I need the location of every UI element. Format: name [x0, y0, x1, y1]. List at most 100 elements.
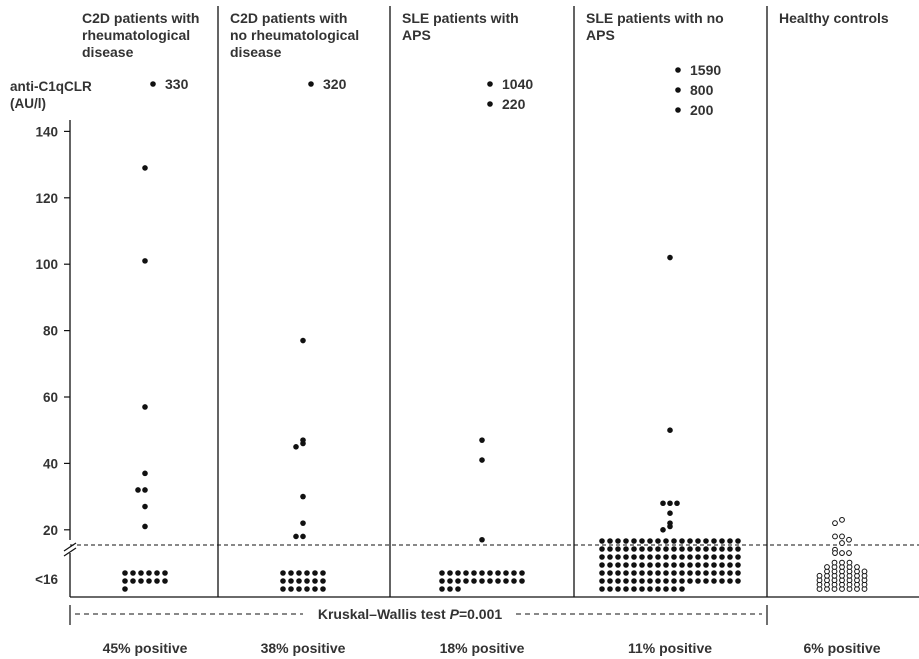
off-scale-value: 1590 [690, 62, 721, 78]
data-point [639, 554, 645, 560]
data-point [647, 586, 653, 592]
data-point [687, 554, 693, 560]
data-point [300, 520, 306, 526]
data-point [312, 578, 318, 584]
off-scale-value: 1040 [502, 76, 533, 92]
percent-positive-label: 11% positive [628, 640, 712, 656]
data-point [599, 562, 605, 568]
data-point [455, 578, 461, 584]
data-point [735, 538, 741, 544]
data-point [146, 578, 152, 584]
data-point [639, 538, 645, 544]
data-point [727, 546, 733, 552]
data-point [703, 578, 709, 584]
data-point [463, 570, 469, 576]
off-scale-values: 330 320 1040 220 1590 800 200 [165, 62, 721, 118]
data-point [623, 554, 629, 560]
data-point [599, 578, 605, 584]
data-point [471, 578, 477, 584]
data-point [839, 533, 845, 540]
data-point [735, 554, 741, 560]
data-point [599, 586, 605, 592]
data-point [679, 562, 685, 568]
data-point [639, 562, 645, 568]
data-point [615, 562, 621, 568]
data-point [280, 570, 286, 576]
data-point [142, 258, 148, 264]
y-axis-ticks: 140 120 100 80 60 40 20 <16 [35, 124, 70, 587]
data-point [639, 546, 645, 552]
data-point [647, 538, 653, 544]
data-point [831, 559, 838, 566]
data-point [667, 500, 673, 507]
off-scale-value: 220 [502, 96, 526, 112]
data-point [663, 562, 669, 568]
data-point [655, 586, 661, 592]
data-point [727, 578, 733, 584]
data-point [703, 562, 709, 568]
data-point [631, 554, 637, 560]
data-point [150, 81, 156, 87]
data-point [655, 562, 661, 568]
data-point [607, 538, 613, 544]
data-point [631, 578, 637, 584]
data-point [647, 578, 653, 584]
data-point [660, 527, 666, 533]
data-point [647, 562, 653, 568]
data-point [296, 570, 302, 576]
group-header: Healthy controls [779, 10, 889, 26]
data-point [639, 578, 645, 584]
data-point [607, 546, 613, 552]
data-point [280, 578, 286, 584]
data-point [655, 546, 661, 552]
y-tick-label: 20 [43, 523, 58, 538]
data-point [296, 578, 302, 584]
data-point [439, 578, 445, 584]
data-point [511, 570, 517, 576]
data-point [703, 538, 709, 544]
data-point [679, 570, 685, 576]
data-point [495, 578, 501, 584]
data-point [154, 570, 160, 576]
data-point [675, 67, 681, 73]
data-point [663, 578, 669, 584]
data-point [599, 554, 605, 560]
data-point [719, 538, 725, 544]
percent-positive-label: 38% positive [261, 640, 346, 656]
data-point [832, 533, 838, 540]
data-point [463, 578, 469, 584]
data-point [655, 570, 661, 576]
data-point [519, 578, 525, 584]
data-point [631, 586, 637, 592]
data-point [607, 570, 613, 576]
data-point [687, 546, 693, 552]
y-tick-label: 140 [35, 124, 58, 139]
data-point [320, 578, 326, 584]
data-point [288, 570, 294, 576]
data-point [667, 523, 673, 530]
data-point [695, 546, 701, 552]
data-point [146, 570, 152, 576]
off-scale-value: 800 [690, 82, 714, 98]
data-point [479, 578, 485, 584]
data-point [839, 516, 845, 523]
data-point [727, 562, 733, 568]
data-point [296, 586, 302, 592]
group-header: SLE patients with APS [402, 10, 519, 43]
data-point [623, 586, 629, 592]
data-point [735, 562, 741, 568]
data-point [503, 578, 509, 584]
data-point [639, 586, 645, 592]
axis-break-mark [63, 542, 77, 552]
data-point [439, 586, 445, 592]
y-tick-label: 60 [43, 390, 58, 405]
group-header: SLE patients with no APS [586, 10, 724, 43]
data-point [735, 578, 741, 584]
data-point [663, 546, 669, 552]
data-point [293, 533, 299, 540]
data-point [667, 427, 673, 434]
data-point [711, 554, 717, 560]
data-point [135, 487, 141, 493]
data-point [487, 570, 493, 576]
off-scale-value: 330 [165, 76, 189, 92]
